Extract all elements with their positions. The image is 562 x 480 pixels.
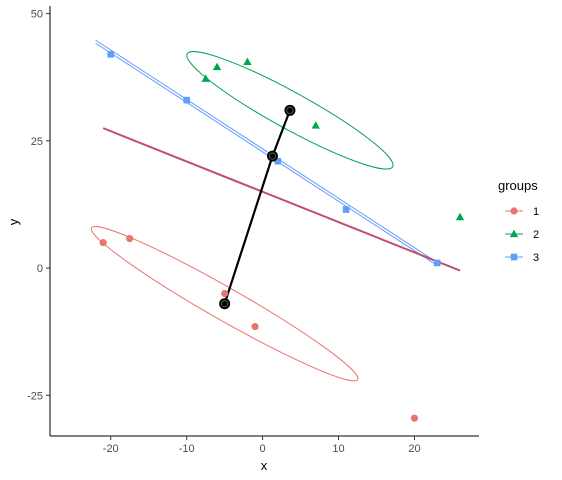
data-point-group-1 [410, 414, 419, 422]
centroid-marker-ring [268, 152, 277, 160]
centroid-marker-ring [220, 299, 229, 308]
centroid-path [223, 109, 291, 305]
y-tick-label: -25 [27, 390, 43, 402]
data-point-group-2 [311, 121, 320, 129]
ellipse-group-2 [186, 51, 394, 170]
data-point-group-3 [183, 96, 190, 104]
y-tick-label: 25 [31, 136, 43, 148]
legend-key-marker-2 [509, 229, 519, 238]
data-point-group-3 [342, 206, 350, 213]
legend-label-2: 2 [533, 229, 539, 241]
legend-title: groups [498, 178, 538, 193]
legend-key-marker-3 [510, 253, 518, 261]
centroid-marker-ring [286, 106, 294, 115]
y-tick-label: 50 [31, 9, 43, 21]
overall-fit-line [102, 127, 461, 272]
legend-key-marker-1 [510, 207, 518, 215]
data-point-group-3 [274, 157, 282, 165]
y-tick-label: 0 [37, 263, 43, 275]
x-tick-label: 10 [332, 443, 344, 455]
x-tick-label: 20 [408, 443, 420, 455]
plot-area [90, 39, 465, 422]
data-point-group-3 [433, 259, 441, 267]
fit-line-group-3 [95, 39, 438, 263]
data-point-group-3 [107, 51, 115, 58]
axes: x y -20 -10 0 10 20 -25 0 25 50 [6, 6, 479, 473]
legend: groups 1 2 3 [498, 178, 539, 264]
y-axis-title: y [6, 218, 21, 225]
x-tick-label: 0 [260, 443, 266, 455]
x-tick-label: -10 [179, 443, 195, 455]
data-point-group-1 [221, 289, 229, 298]
data-point-group-2 [201, 74, 210, 82]
data-point-group-1 [99, 239, 107, 247]
centroid-marker [266, 150, 278, 162]
legend-label-1: 1 [533, 206, 539, 218]
data-point-group-2 [243, 57, 252, 66]
ellipse-group-1 [90, 226, 359, 382]
fit-line-group-3 [95, 42, 438, 266]
data-point-group-1 [251, 322, 259, 331]
data-point-group-2 [212, 62, 222, 71]
centroid-marker [219, 298, 231, 310]
x-tick-label: -20 [103, 443, 119, 455]
data-point-group-2 [455, 212, 465, 221]
x-axis-title: x [261, 458, 268, 473]
data-point-group-1 [126, 234, 134, 243]
centroid-marker [284, 104, 296, 116]
legend-label-3: 3 [533, 252, 539, 264]
